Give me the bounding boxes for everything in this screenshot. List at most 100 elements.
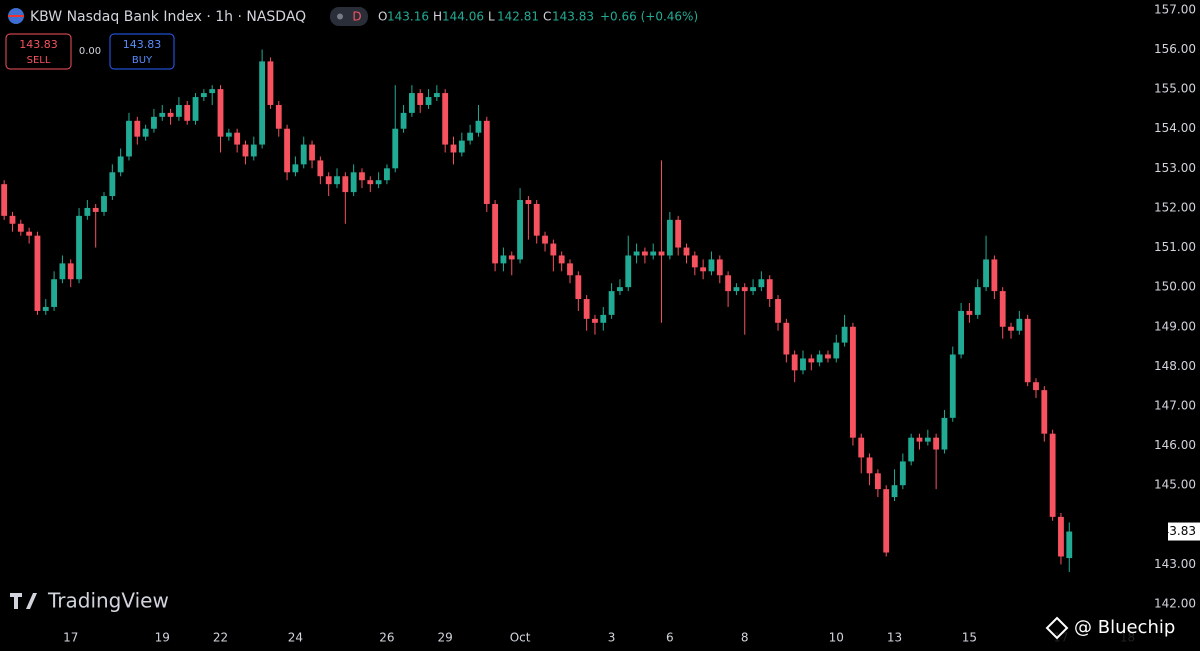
candle-body bbox=[192, 97, 199, 121]
candle-body bbox=[175, 104, 182, 117]
candle-body bbox=[417, 93, 424, 105]
candle-body bbox=[375, 180, 382, 185]
interval-badge[interactable] bbox=[330, 7, 368, 26]
candle-body bbox=[225, 132, 232, 137]
candle-body bbox=[300, 144, 307, 165]
candle-body bbox=[933, 437, 940, 450]
candle-body bbox=[700, 267, 707, 272]
candle-body bbox=[250, 144, 257, 157]
candle-body bbox=[525, 200, 532, 204]
badge-dot bbox=[337, 13, 343, 20]
candle-body bbox=[891, 485, 898, 498]
sell-price: 143.83 bbox=[19, 38, 58, 51]
chart-title: KBW Nasdaq Bank Index · 1h · NASDAQ bbox=[30, 9, 306, 25]
y-tick-label: 143.00 bbox=[1154, 557, 1196, 571]
candle-body bbox=[500, 255, 507, 264]
ohlc-label: O bbox=[378, 10, 387, 24]
candle-body bbox=[991, 259, 998, 292]
buy-button[interactable] bbox=[109, 33, 175, 70]
y-tick-label: 151.00 bbox=[1154, 240, 1196, 254]
candle-body bbox=[317, 160, 324, 177]
last-price-tag bbox=[1168, 522, 1200, 541]
x-tick-label: 29 bbox=[438, 631, 453, 645]
logo-icon bbox=[10, 593, 37, 609]
ohlc-value: 142.81 bbox=[497, 10, 539, 24]
candle-body bbox=[833, 342, 840, 359]
spread: 0.00 bbox=[79, 46, 101, 57]
buy-price: 143.83 bbox=[123, 38, 162, 51]
candle-body bbox=[167, 112, 174, 117]
ohlc-value: 143.16 bbox=[387, 10, 429, 24]
candle-body bbox=[1049, 433, 1056, 517]
y-tick-label: 156.00 bbox=[1154, 42, 1196, 56]
candle-body bbox=[42, 306, 49, 311]
candle-body bbox=[966, 310, 973, 315]
candle-body bbox=[76, 215, 82, 280]
candle-body bbox=[974, 287, 981, 315]
ohlc-value: 143.83 bbox=[552, 10, 594, 24]
credit-icon bbox=[1045, 616, 1069, 640]
y-tick-label: 150.00 bbox=[1154, 280, 1196, 294]
candle-body bbox=[583, 299, 590, 319]
candle-body bbox=[350, 172, 357, 193]
candle-body bbox=[766, 279, 773, 300]
candle-body bbox=[209, 89, 216, 94]
y-tick-label: 155.00 bbox=[1154, 82, 1196, 96]
candle-body bbox=[658, 251, 665, 256]
ohlc-label: L bbox=[488, 10, 495, 24]
candle-body bbox=[916, 437, 923, 442]
candle-body bbox=[309, 144, 315, 161]
candle-body bbox=[1058, 516, 1064, 557]
candle-body bbox=[67, 263, 74, 280]
candle-body bbox=[683, 247, 690, 256]
badge-label: D bbox=[352, 10, 361, 24]
candle-body bbox=[334, 176, 340, 185]
candle-body bbox=[750, 287, 756, 292]
candle-body bbox=[550, 243, 557, 256]
candle-body bbox=[325, 176, 332, 185]
candle-body bbox=[1008, 326, 1014, 331]
candle-body bbox=[675, 219, 682, 248]
x-tick-label: 19 bbox=[155, 631, 170, 645]
candle-body bbox=[691, 255, 698, 268]
candle-body bbox=[267, 61, 274, 105]
candle-body bbox=[9, 215, 16, 224]
candle-body bbox=[941, 417, 948, 450]
y-tick-label: 157.00 bbox=[1154, 2, 1196, 16]
candle-body bbox=[275, 104, 282, 129]
x-tick-label: 10 bbox=[829, 631, 844, 645]
candle-body bbox=[142, 128, 149, 137]
candle-body bbox=[567, 263, 573, 276]
x-tick-label: 6 bbox=[666, 631, 674, 645]
candle-body bbox=[858, 437, 865, 458]
candle-body bbox=[1041, 390, 1048, 434]
candle-body bbox=[841, 326, 848, 343]
candle-body bbox=[608, 291, 615, 315]
candle-body bbox=[508, 255, 515, 260]
candle-body bbox=[126, 120, 132, 157]
candle-body bbox=[899, 461, 906, 486]
candle-body bbox=[425, 97, 432, 105]
candle-body bbox=[200, 93, 207, 98]
candle-body bbox=[450, 144, 457, 153]
ohlc-label: H bbox=[433, 10, 442, 24]
candle-body bbox=[159, 112, 166, 117]
candle-body bbox=[92, 207, 99, 212]
candle-body bbox=[517, 200, 523, 260]
candle-body bbox=[558, 255, 565, 264]
candle-body bbox=[708, 259, 715, 272]
candle-body bbox=[924, 437, 931, 442]
credit: @ Bluechip bbox=[1074, 617, 1175, 638]
candle-body bbox=[758, 279, 765, 288]
candle-body bbox=[59, 263, 66, 280]
candle-body bbox=[259, 61, 266, 145]
candle-body bbox=[1016, 318, 1023, 331]
candle-body bbox=[533, 203, 540, 236]
candle-body bbox=[908, 437, 915, 462]
x-tick-label: 26 bbox=[379, 631, 394, 645]
watermark: TradingView bbox=[47, 589, 169, 613]
candle-body bbox=[650, 251, 657, 256]
sell-button[interactable] bbox=[5, 33, 72, 70]
